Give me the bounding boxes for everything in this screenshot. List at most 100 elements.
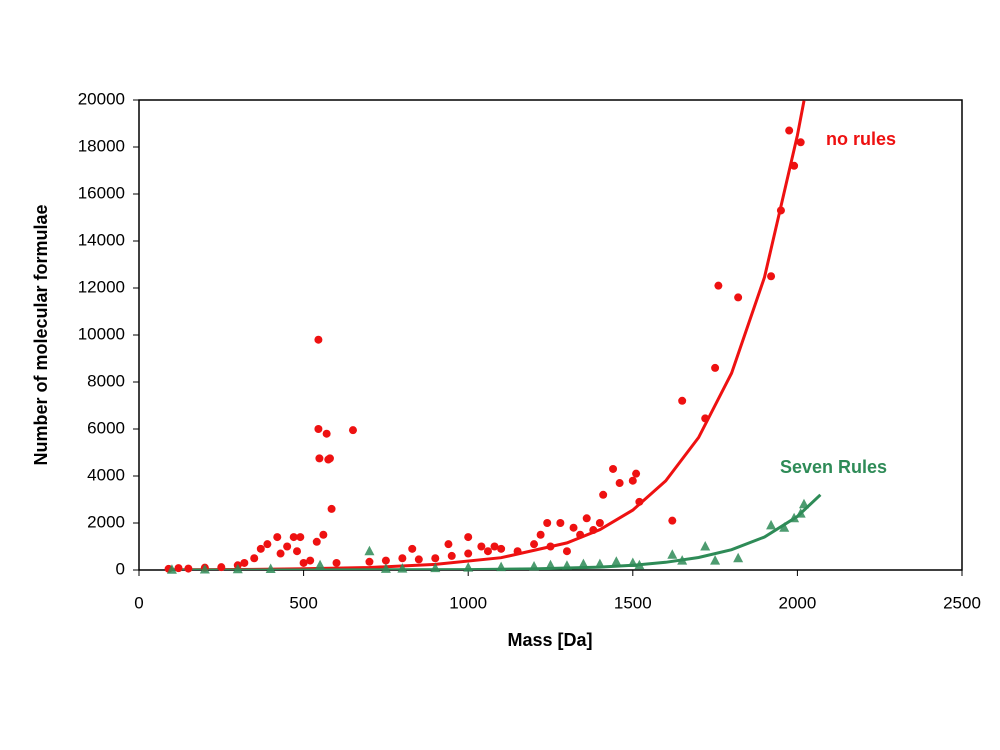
data-point [217,563,226,572]
data-point [496,561,507,572]
data-point [632,469,641,478]
data-point [319,530,328,539]
data-point [322,429,331,438]
data-point [545,559,556,570]
y-tick-label: 18000 [78,136,125,155]
trend-line [171,100,806,570]
data-point [314,425,323,433]
data-point [635,497,644,506]
data-point [315,559,326,570]
data-point [464,549,473,558]
data-point [397,563,408,573]
data-point [628,476,637,485]
data-point [408,544,417,553]
data-point [365,557,374,566]
y-tick-label: 2000 [87,512,125,531]
trend-line [171,493,822,570]
data-point [184,564,193,573]
data-point [513,547,522,556]
data-point [299,558,308,567]
data-point [733,552,744,563]
data-point [497,544,506,553]
data-point [256,544,265,553]
data-point [364,545,375,556]
data-point [381,556,390,565]
data-point [667,549,678,559]
series-label: no rules [826,129,896,149]
data-point [627,557,638,567]
data-point [678,396,687,405]
data-point [536,530,545,539]
data-point [795,508,806,518]
data-point [325,454,334,463]
y-tick-label: 6000 [87,418,125,437]
data-point [529,560,540,571]
data-point [293,547,302,556]
data-point [250,554,259,563]
data-point [615,479,624,488]
data-point [556,519,565,527]
data-point [576,530,585,539]
data-point [677,555,688,565]
data-point [589,526,598,535]
y-tick-label: 8000 [87,371,125,390]
data-point [296,533,305,542]
data-point [530,540,539,549]
data-point [668,516,677,525]
data-point [785,126,794,135]
data-point [166,564,177,574]
data-point [263,540,272,549]
data-point [569,523,578,532]
data-point [734,293,743,302]
data-point [578,558,589,569]
data-point [431,554,440,563]
data-point [414,555,423,564]
plot-area [138,99,963,571]
data-point [710,555,721,565]
data-point [767,272,776,281]
x-tick-label: 2000 [778,593,816,612]
data-point [562,547,571,556]
data-point [561,560,572,570]
data-point [701,414,710,423]
data-point [609,464,618,473]
data-point [327,504,336,513]
data-point [314,335,323,344]
y-axis-title: Number of molecular formulae [31,204,51,465]
data-point [477,542,486,551]
x-tick-label: 1500 [614,593,652,612]
y-tick-label: 14000 [78,230,125,249]
data-point [174,564,183,573]
trend-lines [171,100,822,570]
x-axis-title: Mass [Da] [507,630,592,650]
data-point [796,138,805,147]
data-point [483,547,492,556]
data-point [543,519,552,527]
y-tick-label: 4000 [87,465,125,484]
data-point [595,519,604,527]
data-point [700,541,711,551]
x-tick-label: 500 [289,593,317,612]
data-point [306,556,315,565]
x-tick-label: 1000 [449,593,487,612]
data-point [463,562,474,572]
data-point [380,563,391,573]
data-point [594,558,605,569]
data-point [779,522,790,532]
data-point [766,519,777,530]
data-point [790,161,799,170]
data-point [444,540,453,549]
series-label: Seven Rules [780,457,887,477]
data-point [634,559,645,570]
data-point [265,563,276,574]
x-tick-label: 0 [134,593,143,612]
y-tick-label: 0 [116,559,125,578]
data-point [599,490,608,499]
x-tick-label: 2500 [943,593,981,612]
data-point [315,454,324,463]
data-point [447,551,456,560]
data-point [199,564,210,574]
data-point [490,542,499,551]
data-point [582,514,591,523]
